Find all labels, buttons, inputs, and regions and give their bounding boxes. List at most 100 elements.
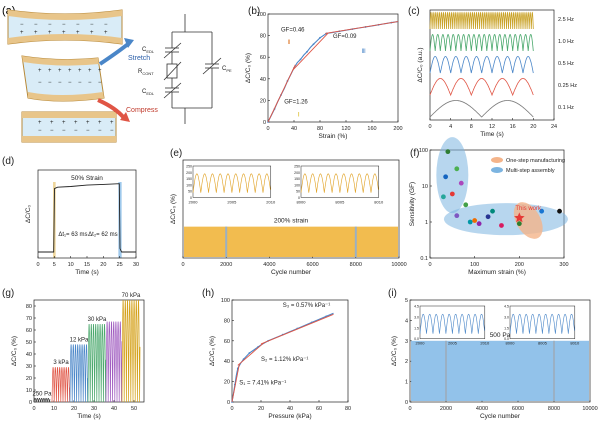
inset-x-tick-label: 8010	[374, 199, 384, 204]
inset-y-tick-label: 3.0	[504, 315, 509, 319]
ion-charge: +	[48, 30, 52, 36]
x-tick-label: 60	[316, 406, 322, 412]
inset-series	[419, 313, 485, 334]
ion-charge: −	[62, 22, 66, 28]
ion-charge: −	[58, 80, 62, 86]
x-axis-label: Pressure (kPa)	[268, 413, 311, 420]
x-tick-label: 40	[111, 406, 117, 412]
y-tick-label: 0	[405, 400, 408, 406]
annotation: Δt₁= 63 ms	[58, 232, 87, 238]
series-label: 1.0 Hz	[558, 39, 574, 45]
plot-frame	[429, 149, 565, 259]
pressure-label: 250 Pa	[32, 391, 52, 397]
inset-y-tick-label: 250	[186, 165, 192, 169]
pressure-label: 70 kPa	[122, 293, 141, 299]
ion-charge: +	[50, 120, 54, 126]
x-tick-label: 10	[51, 406, 57, 412]
literature-point	[499, 223, 504, 228]
chart-title: 50% Strain	[71, 175, 103, 182]
ion-charge: −	[76, 22, 80, 28]
y-axis-label: ΔC/C₀ (a.u.)	[417, 47, 424, 82]
inset-y-tick-label: 4.5	[504, 305, 509, 309]
y-tick-label: 0	[29, 400, 32, 406]
y-tick-label: 0.1	[420, 256, 428, 262]
data-point	[306, 50, 308, 53]
ion-charge: −	[38, 128, 42, 134]
ion-charge: −	[110, 128, 114, 134]
y-tick-label: 100	[419, 148, 428, 154]
annotation: Δt₂= 62 ms	[88, 232, 118, 238]
inset-x-tick-label: 2000	[416, 341, 426, 346]
y-tick-label: 1	[425, 220, 428, 226]
ion-charge: +	[58, 68, 62, 74]
y-tick-label: 3	[405, 339, 408, 345]
frequency-series	[429, 11, 534, 30]
inset-x-tick-label: 2010	[266, 199, 276, 204]
sheet-top	[7, 9, 123, 45]
sampling-marker	[354, 226, 357, 257]
sheet-bottom	[21, 111, 117, 143]
x-tick-label: 120	[341, 126, 350, 132]
inset-y-tick-label: 0.0	[414, 337, 419, 341]
ion-charges: − − − − − − −+ + + + + + ++ + + + + + +− − − − − − −+ + + + + + +− − − − −…	[20, 22, 114, 134]
literature-point	[472, 218, 478, 223]
x-tick-label: 8	[470, 124, 473, 130]
ion-charge: +	[62, 120, 66, 126]
ion-charge: +	[88, 68, 92, 74]
inset-y-tick-label: 0.0	[504, 337, 509, 341]
sheet-middle	[21, 55, 105, 102]
inset-y-tick-label: 0	[298, 196, 300, 200]
x-tick-label: 16	[510, 124, 516, 130]
annotation: S₁ = 7.41% kPa⁻¹	[239, 381, 286, 387]
pressure-series	[69, 344, 89, 403]
y-tick-label: 100	[221, 298, 230, 304]
inset-y-tick-label: 0	[190, 196, 192, 200]
inset-x-tick-label: 2005	[227, 199, 237, 204]
inset-y-tick-label: 150	[294, 177, 300, 181]
y-tick-label: 0	[263, 120, 266, 126]
literature-point	[441, 194, 446, 200]
frequency-series	[429, 100, 534, 118]
sampling-marker	[225, 226, 228, 257]
x-axis-label: Time (s)	[75, 269, 99, 276]
ion-charge: −	[68, 80, 72, 86]
inset-y-tick-label: 1.5	[504, 326, 509, 330]
panel-letter: (g)	[2, 288, 14, 299]
x-tick-label: 40	[291, 126, 297, 132]
panel-i: (i) 0 2000 4000 6000 8000 10000 0 1 2 3 4 5 Cycle num…	[388, 288, 598, 420]
annotation: 500 Pa	[490, 332, 511, 339]
pressure-label: 3 kPa	[53, 360, 69, 366]
annotation: GF=0.46	[281, 27, 305, 33]
x-tick-label: 8000	[548, 406, 560, 412]
plot-frame	[409, 299, 591, 403]
y-tick-label: 70	[26, 316, 32, 322]
x-tick-label: 30	[133, 262, 139, 268]
x-tick-label: 80	[345, 406, 351, 412]
this-work-label: This work	[515, 206, 542, 212]
x-tick-label: 4000	[263, 262, 275, 268]
series-label: 0.5 Hz	[558, 61, 574, 67]
series-label: 0.1 Hz	[558, 105, 574, 111]
ion-charge: −	[50, 128, 54, 134]
y-axis-label: ΔC/C₀ (%)	[170, 194, 177, 224]
sampling-marker	[553, 340, 555, 401]
ion-charge: +	[38, 120, 42, 126]
sampling-marker	[445, 340, 447, 401]
ion-charge: −	[62, 128, 66, 134]
y-tick-label: 4	[405, 318, 408, 324]
data-point	[248, 352, 251, 354]
circuit-labels: CEDL RCONT CEDL CPE	[138, 47, 232, 96]
y-tick-label: 60	[26, 328, 32, 334]
x-tick-label: 0	[266, 126, 269, 132]
x-tick-label: 50	[131, 406, 137, 412]
x-tick-label: 20	[100, 262, 106, 268]
equivalent-circuit	[163, 14, 222, 124]
frequency-series	[429, 56, 534, 74]
annotation: S₂ = 1.12% kPa⁻¹	[261, 357, 308, 363]
compress-arrow-head	[120, 112, 130, 122]
pressure-series	[105, 321, 123, 403]
panel-letter: (c)	[408, 6, 420, 17]
legend-label: Multi-step assembly	[506, 168, 555, 174]
x-axis-label: Cycle number	[271, 269, 312, 276]
